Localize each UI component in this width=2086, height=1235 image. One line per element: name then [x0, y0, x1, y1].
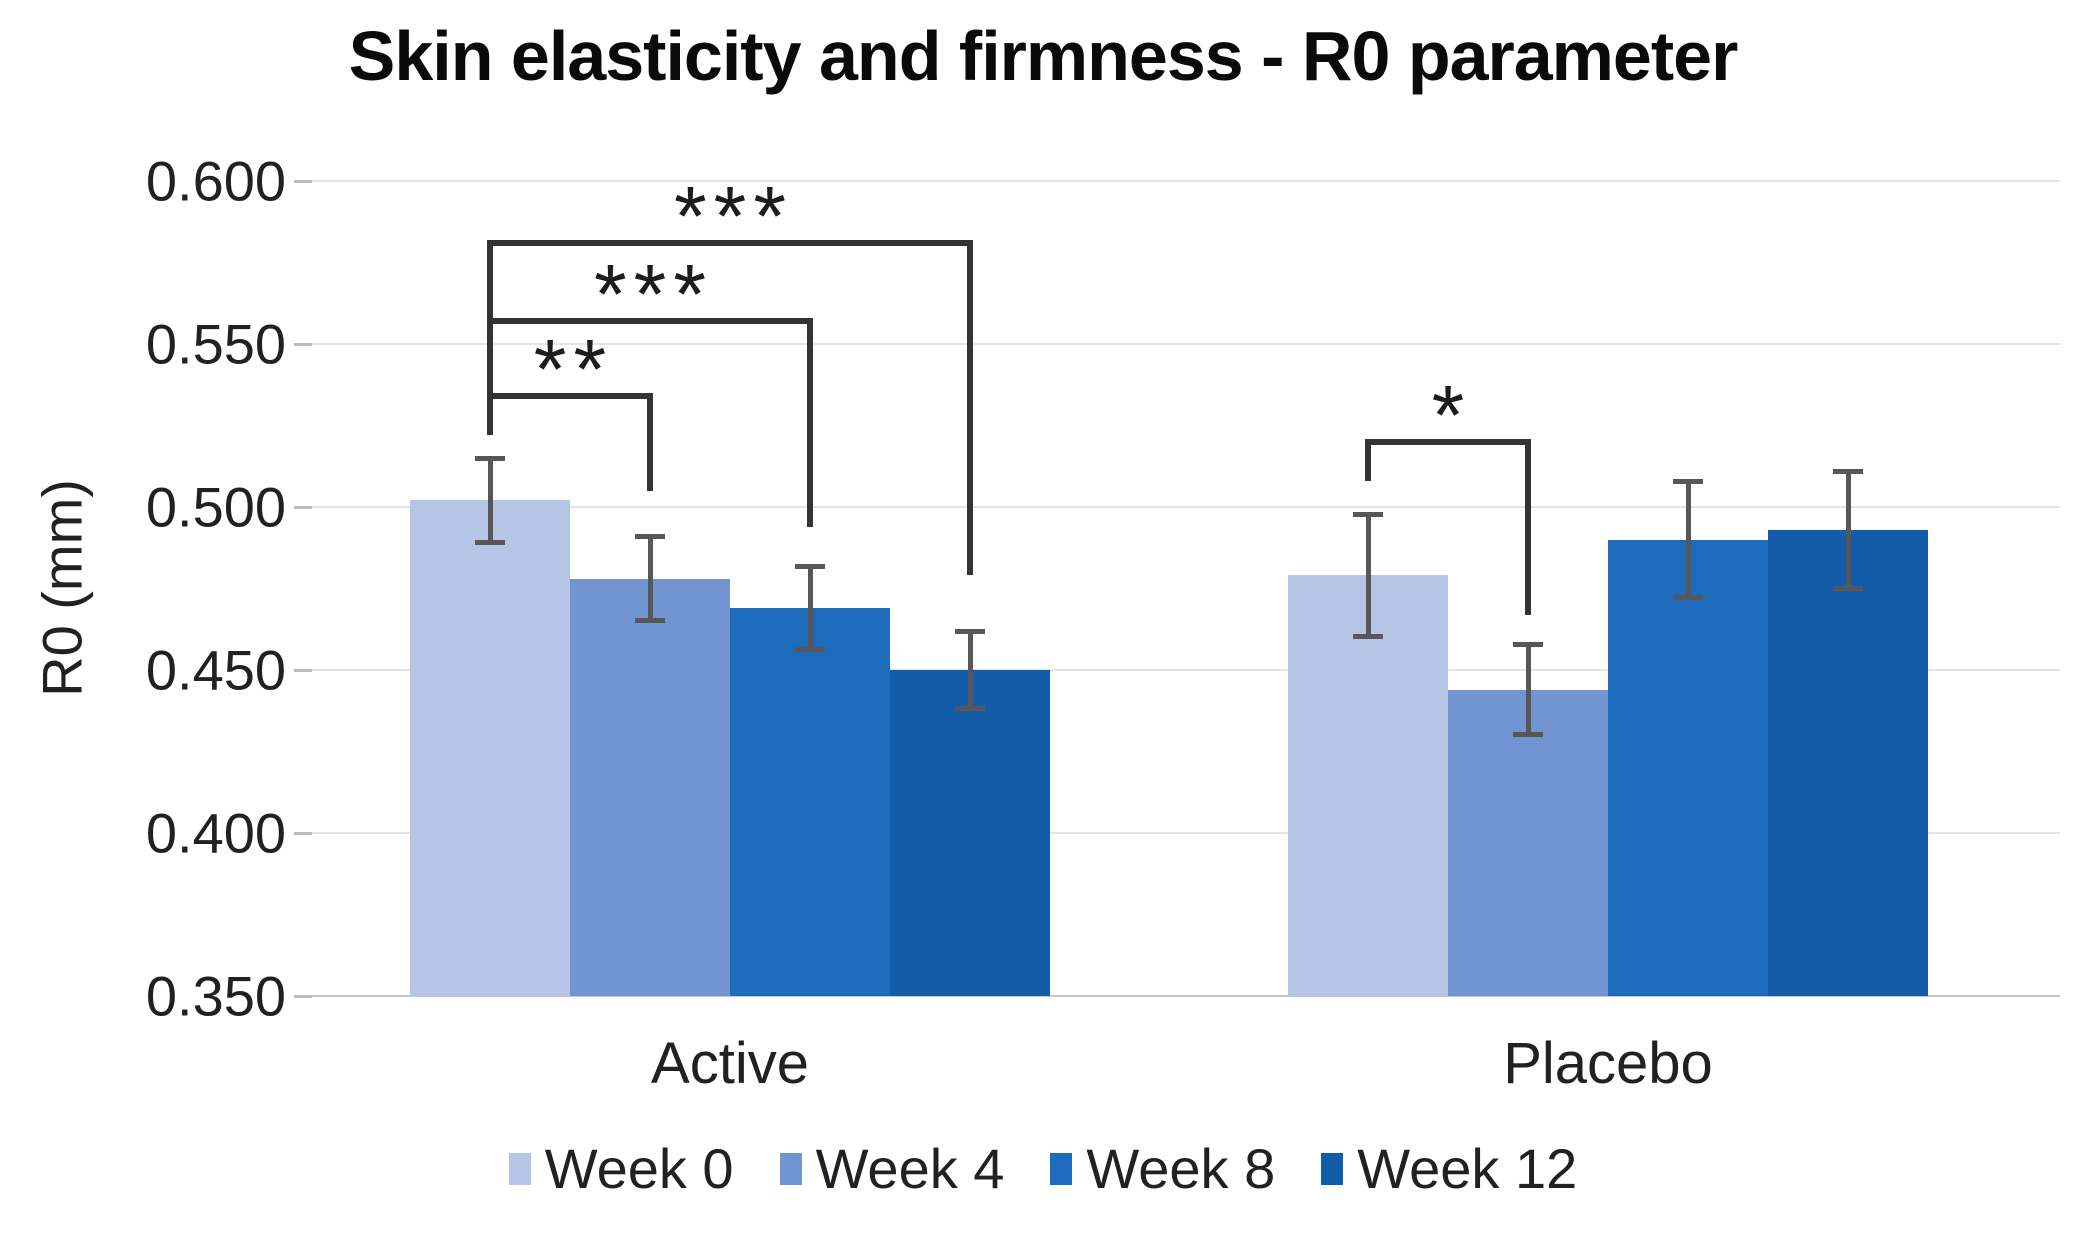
significance-bracket-right-arm: [807, 317, 813, 527]
y-tick-label: 0.400: [145, 801, 286, 865]
legend-label-week-12: Week 12: [1357, 1137, 1578, 1200]
legend-swatch-week-8: [1050, 1152, 1073, 1185]
significance-bracket-bar: [487, 392, 653, 399]
y-tick-mark: [294, 179, 312, 183]
significance-bracket-right-arm: [647, 392, 653, 491]
legend-swatch-week-4: [779, 1152, 802, 1185]
bar-active-week-8: [730, 608, 890, 996]
gridline: [306, 180, 2060, 182]
gridline: [306, 995, 2060, 997]
significance-bracket-right-arm: [967, 239, 973, 576]
y-tick-label: 0.500: [145, 475, 286, 539]
error-bar-active-week-4-bottom-cap: [635, 618, 665, 624]
significance-label: ***: [673, 168, 794, 263]
bar-active-week-0: [410, 500, 570, 996]
significance-label: *: [1431, 367, 1472, 462]
error-bar-placebo-week-12: [1845, 471, 1851, 589]
significance-bracket-bar: [487, 239, 973, 246]
error-bar-active-week-0-top-cap: [475, 456, 505, 462]
legend-label-week-0: Week 0: [544, 1137, 734, 1200]
y-tick-mark: [294, 342, 312, 346]
legend-item-week-0: Week 0: [508, 1136, 734, 1201]
bar-placebo-week-12: [1768, 529, 1928, 996]
significance-bracket-left-arm: [1365, 438, 1371, 481]
error-bar-active-week-8: [807, 565, 813, 651]
error-bar-placebo-week-0: [1365, 513, 1371, 638]
error-bar-active-week-8-bottom-cap: [795, 647, 825, 653]
legend-label-week-4: Week 4: [815, 1137, 1005, 1200]
bar-placebo-week-4: [1448, 689, 1608, 996]
significance-bracket-left-arm: [487, 239, 493, 436]
legend-swatch-week-12: [1321, 1152, 1344, 1185]
y-tick-label: 0.350: [145, 964, 286, 1028]
y-tick-label: 0.550: [145, 312, 286, 376]
y-tick-mark: [294, 994, 312, 998]
chart-title: Skin elasticity and firmness - R0 parame…: [348, 17, 1739, 95]
bar-placebo-week-0: [1288, 575, 1448, 996]
bar-active-week-4: [570, 578, 730, 996]
y-tick-mark: [294, 505, 312, 509]
bar-placebo-week-8: [1608, 539, 1768, 996]
y-tick-mark: [294, 668, 312, 672]
legend-item-week-4: Week 4: [779, 1136, 1005, 1201]
gridline: [306, 669, 2060, 671]
legend-swatch-week-0: [508, 1152, 531, 1185]
significance-bracket-right-arm: [1525, 438, 1531, 615]
y-tick-label: 0.600: [145, 149, 286, 213]
error-bar-placebo-week-8: [1685, 480, 1691, 599]
legend-label-week-8: Week 8: [1086, 1137, 1276, 1200]
error-bar-placebo-week-4-bottom-cap: [1513, 732, 1543, 738]
y-tick-label: 0.450: [145, 638, 286, 702]
legend: Week 0 Week 4 Week 8 Week 12: [0, 1136, 2086, 1201]
error-bar-active-week-4: [647, 536, 653, 622]
error-bar-active-week-0-bottom-cap: [475, 539, 505, 545]
significance-bracket-bar: [487, 317, 813, 324]
gridline: [306, 832, 2060, 834]
error-bar-placebo-week-8-top-cap: [1673, 478, 1703, 484]
legend-item-week-8: Week 8: [1050, 1136, 1275, 1201]
error-bar-placebo-week-0-top-cap: [1353, 511, 1383, 517]
gridline: [306, 343, 2060, 345]
gridline: [306, 506, 2060, 508]
error-bar-placebo-week-12-top-cap: [1833, 469, 1863, 475]
x-axis-label-active: Active: [651, 1031, 809, 1096]
error-bar-placebo-week-4-top-cap: [1513, 641, 1543, 647]
error-bar-placebo-week-0-bottom-cap: [1353, 634, 1383, 640]
error-bar-active-week-12-top-cap: [955, 628, 985, 634]
error-bar-placebo-week-8-bottom-cap: [1673, 595, 1703, 601]
error-bar-active-week-12-bottom-cap: [955, 706, 985, 712]
error-bar-active-week-8-top-cap: [795, 563, 825, 569]
y-tick-mark: [294, 831, 312, 835]
error-bar-placebo-week-4: [1525, 643, 1531, 736]
legend-item-week-12: Week 12: [1321, 1136, 1577, 1201]
significance-bracket-bar: [1365, 438, 1531, 445]
error-bar-active-week-12: [967, 630, 973, 710]
bar-active-week-12: [890, 670, 1050, 996]
x-axis-label-placebo: Placebo: [1503, 1031, 1713, 1096]
error-bar-active-week-4-top-cap: [635, 534, 665, 540]
significance-label: ***: [593, 246, 714, 341]
significance-label: **: [533, 321, 614, 416]
error-bar-placebo-week-12-bottom-cap: [1833, 585, 1863, 591]
error-bar-active-week-0: [487, 458, 493, 543]
